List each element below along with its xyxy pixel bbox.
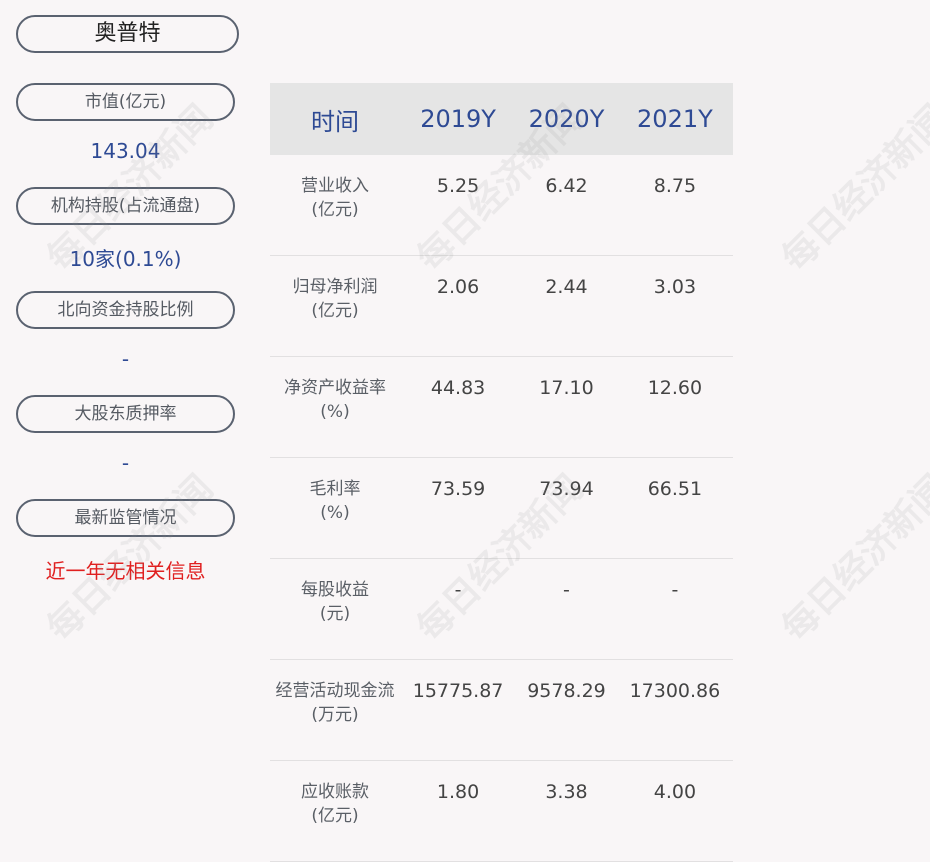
- row-unit: (%): [320, 503, 350, 523]
- cell-value: 2.44: [516, 255, 617, 357]
- metric-value: 143.04: [90, 139, 161, 163]
- table-row: 每股收益 (元) - - -: [270, 558, 733, 660]
- metric-value: -: [121, 347, 130, 371]
- cell-value: 9578.29: [516, 659, 617, 761]
- row-label: 净资产收益率 (%): [270, 356, 400, 458]
- financial-table: 时间 2019Y 2020Y 2021Y 营业收入 (亿元) 5.25 6.42 8.75 归母…: [270, 83, 733, 862]
- table-row: 营业收入 (亿元) 5.25 6.42 8.75: [270, 155, 733, 256]
- table-row: 归母净利润 (亿元) 2.06 2.44 3.03: [270, 255, 733, 357]
- cell-value: 17.10: [516, 356, 617, 458]
- table-row: 毛利率 (%) 73.59 73.94 66.51: [270, 457, 733, 559]
- metric-label: 市值(亿元): [16, 83, 235, 121]
- column-header: 2021Y: [616, 83, 733, 155]
- cell-value: 66.51: [616, 457, 733, 559]
- row-label: 归母净利润 (亿元): [270, 255, 400, 357]
- metric-value: 10家(0.1%): [69, 247, 182, 271]
- cell-value: 15775.87: [400, 659, 517, 761]
- cell-value: 1.80: [400, 760, 517, 862]
- cell-value: 73.94: [516, 457, 617, 559]
- cell-value: -: [400, 558, 517, 660]
- row-label: 应收账款 (亿元): [270, 760, 400, 862]
- table-row: 净资产收益率 (%) 44.83 17.10 12.60: [270, 356, 733, 458]
- cell-value: 44.83: [400, 356, 517, 458]
- metric-label: 最新监管情况: [16, 499, 235, 537]
- table-row: 应收账款 (亿元) 1.80 3.38 4.00: [270, 760, 733, 862]
- cell-value: 17300.86: [616, 659, 733, 761]
- watermark: 每日经济新闻: [773, 466, 930, 650]
- row-label-text: 经营活动现金流: [275, 681, 395, 701]
- row-label: 毛利率 (%): [270, 457, 400, 559]
- cell-value: -: [516, 558, 617, 660]
- metric-value: -: [121, 451, 130, 475]
- cell-value: 6.42: [516, 155, 617, 256]
- cell-value: -: [616, 558, 733, 660]
- row-label: 经营活动现金流 (万元): [270, 659, 400, 761]
- row-label: 每股收益 (元): [270, 558, 400, 660]
- cell-value: 73.59: [400, 457, 517, 559]
- company-name: 奥普特: [16, 15, 239, 53]
- row-unit: (亿元): [311, 301, 359, 321]
- table-row: 经营活动现金流 (万元) 15775.87 9578.29 17300.86: [270, 659, 733, 761]
- row-label: 营业收入 (亿元): [270, 155, 400, 256]
- row-label-text: 净资产收益率: [284, 378, 386, 398]
- row-label-text: 毛利率: [309, 479, 361, 499]
- row-label-text: 营业收入: [301, 176, 369, 196]
- metric-label: 大股东质押率: [16, 395, 235, 433]
- row-unit: (万元): [311, 705, 359, 725]
- cell-value: 12.60: [616, 356, 733, 458]
- row-label-text: 每股收益: [301, 580, 369, 600]
- row-label-text: 归母净利润: [292, 277, 378, 297]
- column-header: 2020Y: [516, 83, 617, 155]
- cell-value: 3.38: [516, 760, 617, 862]
- metric-value: 近一年无相关信息: [45, 559, 206, 583]
- row-unit: (亿元): [311, 200, 359, 220]
- cell-value: 8.75: [616, 155, 733, 256]
- cell-value: 3.03: [616, 255, 733, 357]
- row-unit: (元): [319, 604, 351, 624]
- row-unit: (亿元): [311, 806, 359, 826]
- cell-value: 2.06: [400, 255, 517, 357]
- cell-value: 4.00: [616, 760, 733, 862]
- metric-label: 北向资金持股比例: [16, 291, 235, 329]
- cell-value: 5.25: [400, 155, 517, 256]
- row-label-text: 应收账款: [301, 782, 369, 802]
- column-header: 时间: [270, 83, 400, 155]
- watermark: 每日经济新闻: [773, 96, 930, 280]
- row-unit: (%): [320, 402, 350, 422]
- column-header: 2019Y: [400, 83, 517, 155]
- metric-label: 机构持股(占流通盘): [16, 187, 235, 225]
